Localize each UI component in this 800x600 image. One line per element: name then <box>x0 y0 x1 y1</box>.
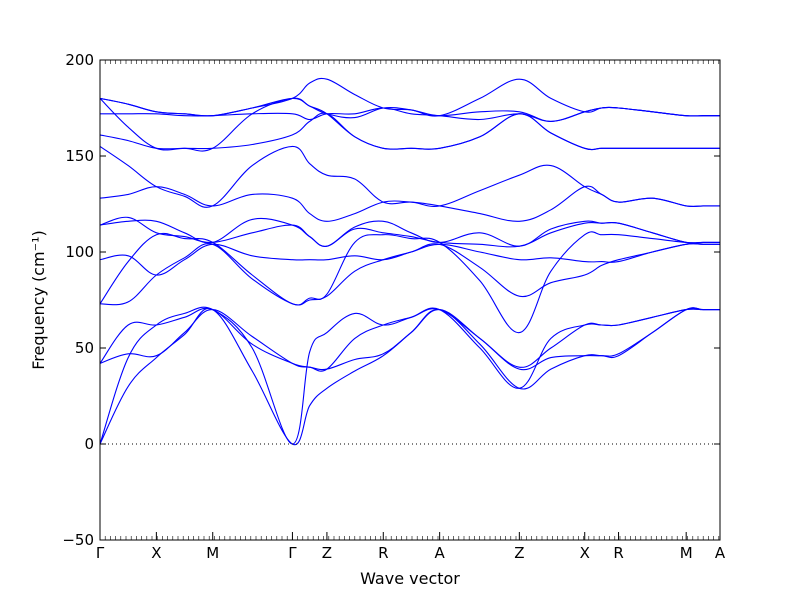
y-tick-label: −50 <box>62 531 94 549</box>
y-tick-label: 150 <box>65 147 94 165</box>
band-line-1 <box>99 307 720 446</box>
x-tick-label: X <box>580 544 590 562</box>
x-tick-label: Γ <box>96 544 105 562</box>
band-line-2 <box>99 306 720 445</box>
plot-frame <box>99 59 721 541</box>
y-tick-label: 50 <box>75 339 94 357</box>
x-tick-label: Z <box>322 544 332 562</box>
x-tick-label: A <box>435 544 446 562</box>
y-tick-label: 0 <box>84 435 94 453</box>
y-axis-label: Frequency (cm⁻¹) <box>29 230 48 369</box>
x-tick-label: A <box>715 544 726 562</box>
x-tick-label: X <box>151 544 161 562</box>
band-line-10 <box>99 185 720 222</box>
band-line-12 <box>99 112 720 151</box>
x-tick-label: R <box>378 544 388 562</box>
x-axis-label: Wave vector <box>360 569 460 588</box>
band-line-16 <box>99 77 720 117</box>
band-line-11 <box>99 145 720 208</box>
y-tick-label: 200 <box>65 51 94 69</box>
band-line-9 <box>99 217 720 248</box>
band-line-4 <box>99 307 720 389</box>
x-tick-label: R <box>613 544 623 562</box>
y-tick-label: 100 <box>65 243 94 261</box>
band-line-7 <box>99 243 720 276</box>
series-layer <box>99 77 720 446</box>
band-line-3 <box>99 307 720 371</box>
band-line-6 <box>99 231 720 334</box>
tick-layer: −50 0 50 100 150 200 Γ X M Γ Z R A Z X R M A <box>62 51 726 562</box>
x-tick-label: Z <box>514 544 524 562</box>
x-tick-label: M <box>206 544 219 562</box>
x-tick-label: Γ <box>288 544 297 562</box>
x-tick-label: M <box>680 544 693 562</box>
band-line-13 <box>99 97 720 152</box>
